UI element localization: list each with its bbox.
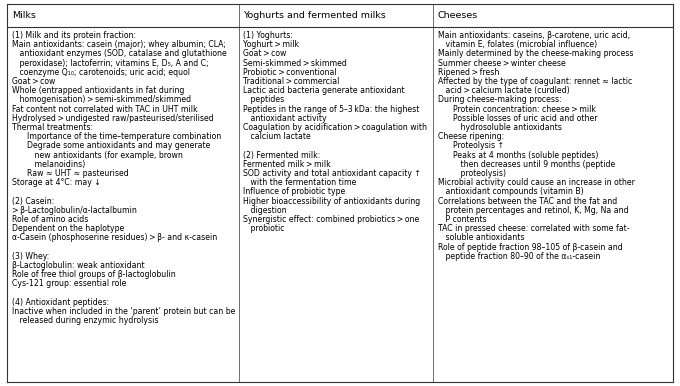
Text: Coagulation by acidification > coagulation with: Coagulation by acidification > coagulati… [243, 123, 427, 132]
Text: SOD activity and total antioxidant capacity ↑: SOD activity and total antioxidant capac… [243, 169, 422, 178]
Text: antioxidant enzymes (SOD, catalase and glutathione: antioxidant enzymes (SOD, catalase and g… [12, 49, 227, 59]
Text: Cheeses: Cheeses [438, 11, 478, 20]
Text: Whole (entrapped antioxidants in fat during: Whole (entrapped antioxidants in fat dur… [12, 86, 184, 95]
Text: Fat content not correlated with TAC in UHT milk: Fat content not correlated with TAC in U… [12, 105, 198, 113]
Text: probiotic: probiotic [243, 224, 285, 233]
Text: Summer cheese > winter cheese: Summer cheese > winter cheese [438, 59, 566, 68]
Text: coenzyme Q₁₀; carotenoids; uric acid; equol: coenzyme Q₁₀; carotenoids; uric acid; eq… [12, 68, 190, 77]
Text: Peptides in the range of 5–3 kDa: the highest: Peptides in the range of 5–3 kDa: the hi… [243, 105, 420, 113]
Text: Goat > cow: Goat > cow [243, 49, 287, 59]
Text: soluble antioxidants: soluble antioxidants [438, 233, 524, 242]
Text: (4) Antioxidant peptides:: (4) Antioxidant peptides: [12, 298, 109, 306]
Text: vitamin E, folates (microbial influence): vitamin E, folates (microbial influence) [438, 40, 597, 49]
Text: Role of free thiol groups of β-lactoglobulin: Role of free thiol groups of β-lactoglob… [12, 270, 176, 279]
Text: Cheese ripening:: Cheese ripening: [438, 132, 504, 141]
Text: Degrade some antioxidants and may generate: Degrade some antioxidants and may genera… [12, 141, 211, 151]
Text: Main antioxidants: caseins, β-carotene, uric acid,: Main antioxidants: caseins, β-carotene, … [438, 31, 630, 40]
Text: melanoidins): melanoidins) [12, 160, 86, 169]
Text: Goat > cow: Goat > cow [12, 77, 56, 86]
Text: peroxidase); lactoferrin; vitamins E, D₅, A and C;: peroxidase); lactoferrin; vitamins E, D₅… [12, 59, 209, 68]
Text: (2) Fermented milk:: (2) Fermented milk: [243, 151, 321, 159]
Text: During cheese-making process:: During cheese-making process: [438, 95, 562, 105]
Text: Lactic acid bacteria generate antioxidant: Lactic acid bacteria generate antioxidan… [243, 86, 405, 95]
Text: Ripened > fresh: Ripened > fresh [438, 68, 499, 77]
Text: Yoghurt > milk: Yoghurt > milk [243, 40, 299, 49]
Text: proteolysis): proteolysis) [438, 169, 506, 178]
Text: Milks: Milks [12, 11, 36, 20]
Text: homogenisation) > semi-skimmed/skimmed: homogenisation) > semi-skimmed/skimmed [12, 95, 191, 105]
Text: (1) Milk and its protein fraction:: (1) Milk and its protein fraction: [12, 31, 136, 40]
Text: P contents: P contents [438, 215, 487, 224]
Text: α-Casein (phosphoserine residues) > β- and κ-casein: α-Casein (phosphoserine residues) > β- a… [12, 233, 218, 242]
Text: calcium lactate: calcium lactate [243, 132, 311, 141]
Text: Importance of the time–temperature combination: Importance of the time–temperature combi… [12, 132, 222, 141]
Text: Higher bioaccessibility of antioxidants during: Higher bioaccessibility of antioxidants … [243, 196, 421, 206]
Text: peptide fraction 80–90 of the αₛ₁-casein: peptide fraction 80–90 of the αₛ₁-casein [438, 252, 600, 261]
Text: Possible losses of uric acid and other: Possible losses of uric acid and other [438, 114, 598, 123]
Text: Cys-121 group: essential role: Cys-121 group: essential role [12, 279, 126, 288]
Text: then decreases until 9 months (peptide: then decreases until 9 months (peptide [438, 160, 615, 169]
Text: hydrosoluble antioxidants: hydrosoluble antioxidants [438, 123, 562, 132]
Text: Microbial activity could cause an increase in other: Microbial activity could cause an increa… [438, 178, 635, 187]
Text: β-Lactoglobulin: weak antioxidant: β-Lactoglobulin: weak antioxidant [12, 261, 145, 270]
Text: > β-Lactoglobulin/α-lactalbumin: > β-Lactoglobulin/α-lactalbumin [12, 206, 137, 215]
Text: released during enzymic hydrolysis: released during enzymic hydrolysis [12, 316, 158, 325]
Text: Hydrolysed > undigested raw/pasteurised/sterilised: Hydrolysed > undigested raw/pasteurised/… [12, 114, 214, 123]
Text: Yoghurts and fermented milks: Yoghurts and fermented milks [243, 11, 386, 20]
Text: Correlations between the TAC and the fat and: Correlations between the TAC and the fat… [438, 196, 617, 206]
Text: Main antioxidants: casein (major); whey albumin; CLA;: Main antioxidants: casein (major); whey … [12, 40, 226, 49]
Text: acid > calcium lactate (curdled): acid > calcium lactate (curdled) [438, 86, 570, 95]
Text: Raw ≈ UHT ≈ pasteurised: Raw ≈ UHT ≈ pasteurised [12, 169, 129, 178]
Text: Protein concentration: cheese > milk: Protein concentration: cheese > milk [438, 105, 596, 113]
Text: protein percentages and retinol, K, Mg, Na and: protein percentages and retinol, K, Mg, … [438, 206, 628, 215]
Text: TAC in pressed cheese: correlated with some fat-: TAC in pressed cheese: correlated with s… [438, 224, 630, 233]
Text: Influence of probiotic type: Influence of probiotic type [243, 187, 345, 196]
Text: peptides: peptides [243, 95, 285, 105]
Text: Inactive when included in the ‘parent’ protein but can be: Inactive when included in the ‘parent’ p… [12, 307, 235, 316]
Text: Thermal treatments:: Thermal treatments: [12, 123, 93, 132]
Text: antioxidant compounds (vitamin B): antioxidant compounds (vitamin B) [438, 187, 583, 196]
Text: (1) Yoghurts:: (1) Yoghurts: [243, 31, 293, 40]
Text: Peaks at 4 months (soluble peptides): Peaks at 4 months (soluble peptides) [438, 151, 598, 159]
Text: Affected by the type of coagulant: rennet ≈ lactic: Affected by the type of coagulant: renne… [438, 77, 632, 86]
Text: Storage at 4°C: may ↓: Storage at 4°C: may ↓ [12, 178, 101, 187]
Text: Traditional > commercial: Traditional > commercial [243, 77, 340, 86]
Text: Mainly determined by the cheese-making process: Mainly determined by the cheese-making p… [438, 49, 634, 59]
Text: with the fermentation time: with the fermentation time [243, 178, 357, 187]
Text: Fermented milk > milk: Fermented milk > milk [243, 160, 331, 169]
Text: Role of amino acids: Role of amino acids [12, 215, 88, 224]
Text: Role of peptide fraction 98–105 of β-casein and: Role of peptide fraction 98–105 of β-cas… [438, 242, 623, 252]
Text: digestion: digestion [243, 206, 287, 215]
Text: antioxidant activity: antioxidant activity [243, 114, 327, 123]
Text: Proteolysis ↑: Proteolysis ↑ [438, 141, 504, 151]
Text: Probiotic > conventional: Probiotic > conventional [243, 68, 337, 77]
Text: new antioxidants (for example, brown: new antioxidants (for example, brown [12, 151, 183, 159]
Text: Synergistic effect: combined probiotics > one: Synergistic effect: combined probiotics … [243, 215, 420, 224]
Text: Semi-skimmed > skimmed: Semi-skimmed > skimmed [243, 59, 347, 68]
Text: (2) Casein:: (2) Casein: [12, 196, 54, 206]
Text: (3) Whey:: (3) Whey: [12, 252, 50, 261]
Text: Dependent on the haplotype: Dependent on the haplotype [12, 224, 124, 233]
